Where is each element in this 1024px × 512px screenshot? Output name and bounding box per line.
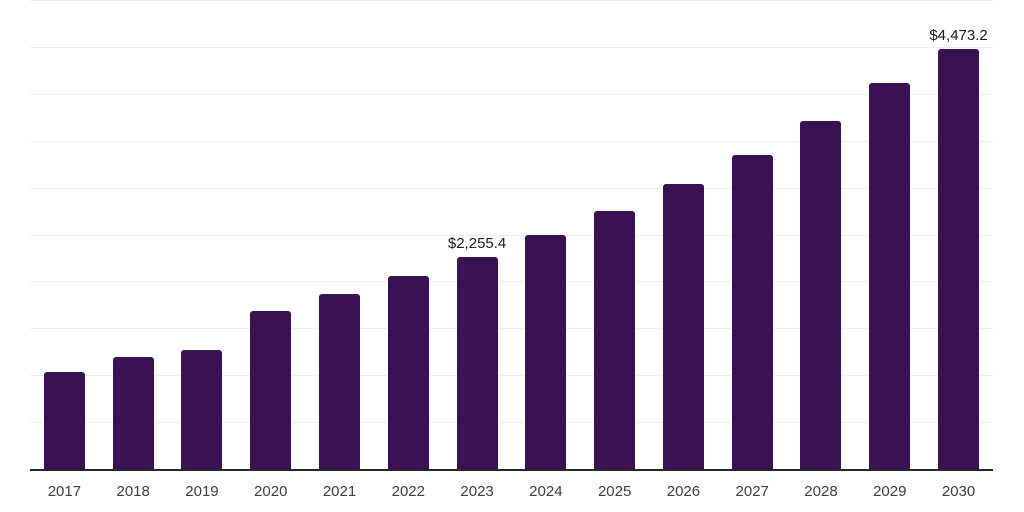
gridline	[30, 140, 993, 142]
gridline	[30, 93, 993, 95]
x-tick-label-2023: 2023	[460, 483, 494, 500]
bar-slot-2021	[305, 0, 374, 469]
x-tick-label-2029: 2029	[873, 483, 907, 500]
bar-slot-2028	[787, 0, 856, 469]
gridline	[30, 281, 993, 283]
x-tick-label-2024: 2024	[529, 483, 563, 500]
bar-2026	[662, 183, 704, 469]
bar-2024	[525, 234, 567, 469]
x-tick-label-2019: 2019	[185, 483, 219, 500]
x-tick-label-2030: 2030	[941, 483, 976, 500]
bar-slot-2017	[30, 0, 99, 469]
bar-slot-2020	[236, 0, 305, 469]
bar-slot-2029	[855, 0, 924, 469]
bar-slot-2018	[99, 0, 168, 469]
bar-2027	[731, 155, 773, 469]
x-tick-label-2025: 2025	[597, 483, 632, 500]
x-tick-label-2022: 2022	[391, 483, 425, 500]
x-tick-label-2017: 2017	[47, 483, 82, 500]
x-tick-label-2021: 2021	[322, 483, 357, 500]
bar-slot-2025	[580, 0, 649, 469]
bars-container: $2,255.4 $4,473.2	[30, 0, 993, 469]
bar-2028	[800, 120, 842, 469]
bar-2021	[319, 294, 361, 469]
bar-2019	[181, 350, 223, 469]
x-axis: 2017 2018 2019 2020 2021 2022 2023 2024 2025 2026…	[30, 471, 993, 512]
gridline	[30, 234, 993, 236]
x-tick-label-2027: 2027	[735, 483, 769, 500]
bar-value-label: $2,255.4	[447, 235, 507, 253]
bar-2030	[938, 49, 980, 469]
x-tick-label-2028: 2028	[804, 483, 838, 500]
bar-2018	[112, 356, 154, 469]
gridline	[30, 375, 993, 377]
x-tick-label-2026: 2026	[666, 483, 701, 500]
bar-slot-2026	[649, 0, 718, 469]
gridline	[30, 46, 993, 48]
bar-slot-2022	[374, 0, 443, 469]
bar-2023	[456, 257, 498, 469]
bar-slot-2023: $2,255.4	[443, 0, 512, 469]
bar-2025	[594, 211, 636, 469]
bar-2022	[387, 276, 429, 469]
gridline	[30, 0, 993, 1]
bar-2020	[250, 310, 292, 469]
x-tick-label-2018: 2018	[116, 483, 150, 500]
bar-slot-2019	[168, 0, 237, 469]
bar-slot-2024	[511, 0, 580, 469]
gridline	[30, 187, 993, 189]
gridline	[30, 328, 993, 330]
bar-slot-2030: $4,473.2	[924, 0, 993, 469]
gridline	[30, 422, 993, 424]
bar-slot-2027	[718, 0, 787, 469]
bar-value-label: $4,473.2	[929, 27, 988, 45]
bar-2029	[869, 83, 911, 469]
bar-2017	[43, 372, 85, 469]
plot-area: $2,255.4 $4,473.2	[30, 0, 993, 471]
x-tick-label-2020: 2020	[254, 483, 288, 500]
